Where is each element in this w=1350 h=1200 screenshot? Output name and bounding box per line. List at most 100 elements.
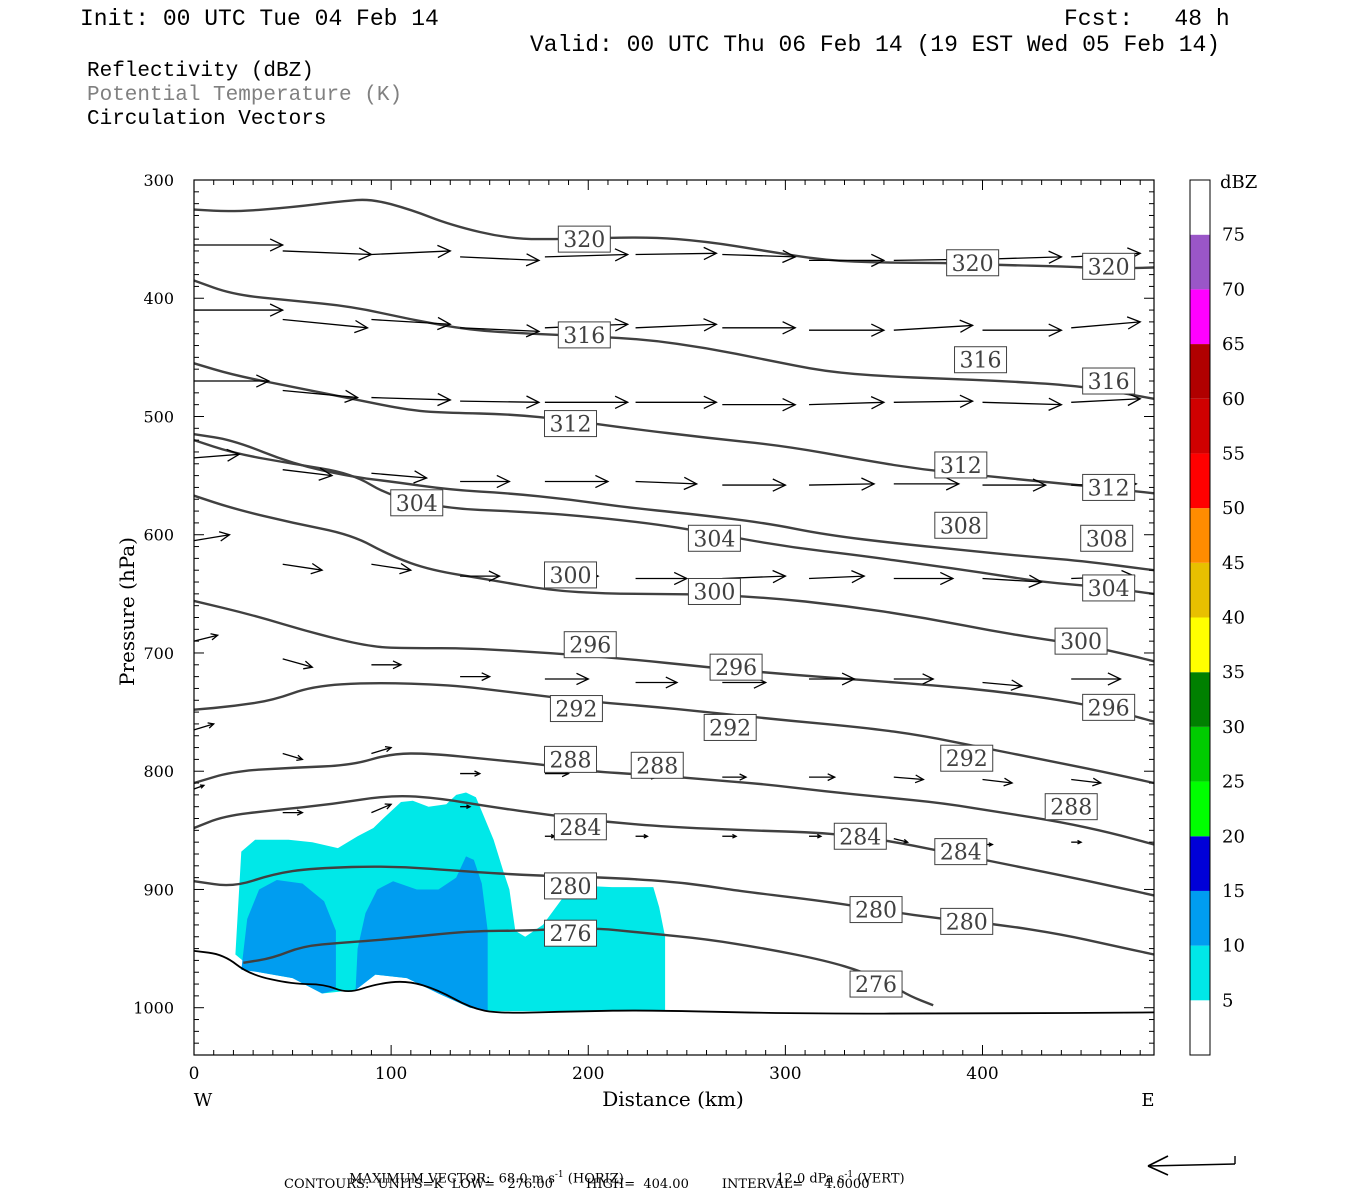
vector-head [474, 770, 482, 777]
colorbar-bin-40 [1190, 562, 1210, 618]
vector-shaft [544, 253, 628, 258]
circulation-vector [809, 672, 856, 686]
circulation-vector [460, 395, 541, 409]
contour-label-text: 300 [1060, 630, 1102, 655]
contour-label-text: 284 [940, 841, 982, 866]
colorbar-label: 65 [1222, 334, 1245, 355]
circulation-vector [371, 316, 452, 331]
circulation-vector [371, 392, 452, 407]
vector-head [269, 303, 285, 317]
contour-label-box [1082, 252, 1136, 280]
contour-label-text: 288 [1050, 796, 1092, 821]
contour-label: 292 [940, 744, 994, 772]
vector-head [827, 773, 837, 782]
colorbar-bin-5 [1190, 945, 1210, 1001]
contour-label-box [934, 838, 988, 866]
circulation-vector [544, 395, 630, 409]
circulation-vector [193, 784, 206, 790]
forecast-hour: Fcst: 48 h [1064, 6, 1230, 32]
circulation-vector [982, 574, 1044, 588]
colorbar-bin-20 [1190, 781, 1210, 837]
vector-shaft [193, 723, 214, 731]
vector-shaft [1071, 321, 1141, 329]
vector-head [782, 321, 797, 335]
contour-label-text: 284 [839, 825, 881, 850]
contour-label-text: 304 [693, 527, 735, 552]
circulation-vector [371, 745, 393, 755]
surface-line [193, 950, 1155, 1015]
vector-shaft [893, 776, 924, 781]
contour-label: 308 [934, 511, 988, 539]
y-tick-label: 1000 [133, 999, 174, 1018]
circulation-vector [982, 679, 1024, 691]
vector-shaft [809, 483, 875, 486]
circulation-vector [1071, 777, 1103, 787]
circulation-vector [893, 477, 961, 491]
circulation-vector [371, 470, 429, 484]
legend-reflectivity: Reflectivity (dBZ) [87, 60, 314, 83]
contour-label: 280 [940, 907, 994, 935]
circulation-vector [193, 722, 216, 731]
contour-label-box [954, 346, 1008, 374]
contour-label-box [1082, 693, 1136, 721]
contour-label: 312 [544, 410, 598, 438]
vector-head [614, 318, 630, 332]
vector-shaft [1071, 398, 1141, 403]
circulation-vector [982, 478, 1048, 492]
contour-label-text: 308 [940, 514, 982, 539]
contour-label: 320 [557, 225, 611, 253]
vector-head [739, 773, 748, 781]
circulation-vector [193, 633, 220, 642]
colorbar-bin-35 [1190, 617, 1210, 673]
vector-head [1127, 392, 1142, 407]
max-vector-horiz: (HORIZ) [563, 1171, 624, 1187]
vector-shaft [282, 469, 333, 477]
contour-label: 288 [544, 745, 598, 773]
circulation-vector [722, 249, 797, 264]
contour-label: 300 [544, 561, 598, 589]
circulation-vector [282, 809, 304, 816]
vector-head [683, 476, 699, 491]
vector-shaft [371, 746, 392, 755]
vector-head [384, 803, 393, 810]
contour-label-text: 320 [563, 228, 605, 253]
colorbar-bin-45 [1190, 508, 1210, 563]
circulation-vector [194, 303, 285, 317]
contour-label-text: 296 [1088, 696, 1130, 721]
circulation-vector [893, 394, 975, 408]
contour-label-text: 316 [563, 324, 605, 349]
contour-label: 276 [544, 919, 598, 947]
x-tick-label: 400 [966, 1064, 998, 1084]
vector-head [851, 570, 866, 584]
contour-label: 312 [1082, 473, 1136, 501]
circulation-vector [982, 397, 1063, 411]
vector-shaft [982, 778, 1013, 784]
legend-theta: Potential Temperature (K) [87, 84, 403, 107]
vector-head [525, 324, 541, 338]
contour-label-box [563, 631, 617, 659]
circulation-vector [635, 318, 718, 332]
vector-shaft [371, 250, 451, 256]
max-vert-tail: (VERT) [853, 1171, 905, 1187]
contour-label-box [940, 744, 994, 772]
circulation-vector [193, 531, 231, 542]
contour-label-box [553, 813, 607, 841]
colorbar-title: dBZ [1220, 172, 1257, 193]
vector-head [318, 467, 334, 481]
vector-head [1107, 672, 1122, 686]
y-tick-label: 500 [143, 407, 174, 426]
circulation-vector [371, 562, 413, 575]
circulation-vector [282, 318, 369, 334]
vector-head [481, 672, 492, 682]
contour-label: 284 [934, 838, 988, 866]
circulation-vector [809, 477, 876, 491]
x-tick-label: 0 [189, 1064, 200, 1084]
contour-label-text: 280 [550, 875, 592, 900]
legend-vectors: Circulation Vectors [87, 108, 327, 131]
colorbar-label: 40 [1222, 608, 1245, 629]
circulation-vector [282, 562, 324, 575]
contour-label-text: 312 [1088, 476, 1130, 501]
circulation-vector [809, 323, 886, 337]
colorbar-bin-30 [1190, 672, 1210, 727]
